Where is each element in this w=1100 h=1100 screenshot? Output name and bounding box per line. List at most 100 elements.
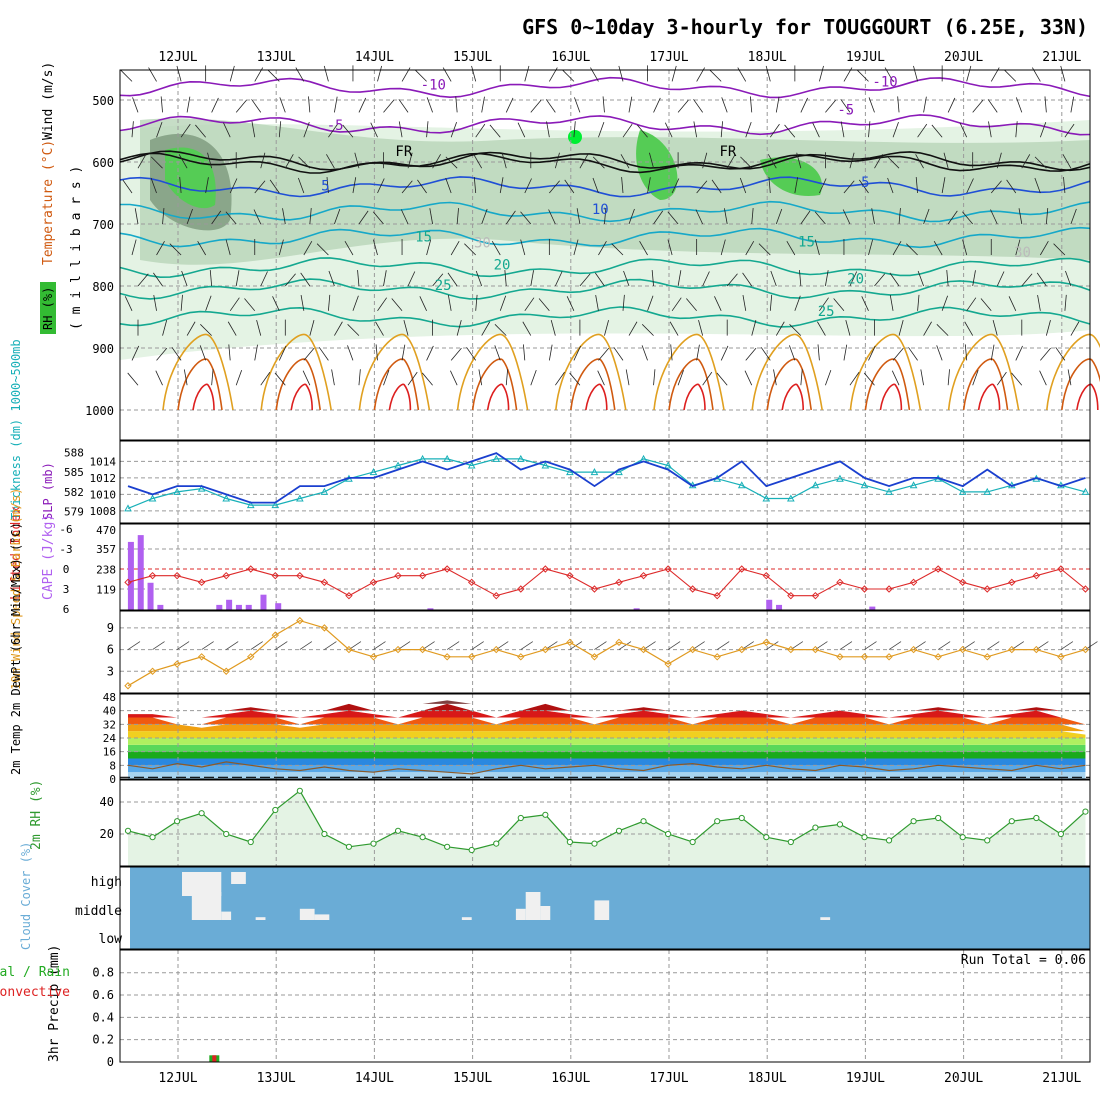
wind-barb — [767, 154, 777, 169]
wind10m-point — [738, 645, 746, 654]
wind-barb — [966, 178, 974, 194]
wind-barb — [1034, 177, 1041, 194]
wind-barb — [579, 154, 589, 169]
isotherm-label: -5 — [837, 102, 854, 118]
wind-barb — [889, 272, 900, 287]
wind-barb — [505, 210, 516, 225]
wind-barb — [1070, 208, 1077, 225]
thickness-point — [615, 468, 623, 476]
wind-barb — [849, 371, 860, 386]
wind-barb — [357, 270, 360, 287]
wind-barb — [1039, 122, 1047, 138]
wind-barb — [499, 177, 504, 194]
wind10m-barb — [373, 641, 386, 650]
pressure-tick: 900 — [92, 342, 114, 356]
ylabel-slp: SLP (mb) — [41, 462, 55, 520]
wind-barb — [186, 321, 196, 336]
wind-barb — [889, 294, 894, 311]
rh2m-tick: 40 — [100, 795, 114, 809]
pressure-tick: 700 — [92, 218, 114, 232]
wind-barb — [923, 208, 930, 225]
wind10m-barb — [716, 641, 730, 650]
wind-barb — [156, 240, 165, 256]
wind-barb — [669, 321, 679, 336]
wind-barb — [377, 65, 383, 82]
temp-color-band — [128, 744, 1086, 752]
wind-barb — [176, 65, 182, 82]
wind-barb — [698, 320, 704, 336]
isotherm-line — [766, 358, 812, 411]
wind-barb — [972, 99, 984, 113]
ylabel-lifted-index: Lifted Index — [9, 506, 24, 600]
wind-barb — [861, 296, 869, 311]
lifted-index-point — [811, 591, 820, 600]
wind-barb — [524, 178, 532, 194]
wind10m-point — [296, 616, 304, 625]
wind-barb — [432, 273, 444, 287]
wind-barb — [354, 152, 360, 169]
rh2m-point — [444, 843, 451, 850]
lifted-index-point — [173, 571, 181, 580]
wind-barb — [450, 347, 462, 361]
wind-barb — [724, 208, 728, 225]
wind-barb — [641, 324, 654, 336]
pressure-tick: 500 — [92, 94, 114, 108]
lifted-index-point — [320, 578, 329, 587]
wind-barb — [494, 324, 507, 336]
wind10m-point — [983, 653, 991, 661]
wind-barb — [403, 320, 409, 336]
wind-barb — [445, 177, 452, 194]
wind-barb — [1040, 240, 1049, 256]
lifted-index-point — [443, 565, 451, 573]
thickness-tick: 585 — [64, 466, 84, 479]
wind-barb — [966, 65, 972, 82]
wind-barb — [260, 152, 266, 169]
rh2m-point — [665, 830, 672, 838]
wind10m-barb — [275, 641, 288, 650]
li-tick: -6 — [59, 523, 72, 536]
lifted-index-point — [590, 585, 599, 593]
lifted-index-point — [492, 591, 500, 600]
wind10m-barb — [520, 641, 534, 650]
rh2m-point — [272, 806, 279, 814]
wind-barb — [471, 65, 477, 82]
cloud-middle-block — [525, 892, 541, 920]
top-day-label: 21JUL — [1042, 50, 1081, 65]
thickness-point — [443, 454, 451, 462]
wind-barb — [996, 271, 1005, 287]
wind-barb — [833, 298, 845, 312]
wind10m-point — [394, 645, 402, 654]
wind-barb — [530, 270, 534, 287]
thickness-point — [909, 481, 918, 489]
rh-shading-green — [636, 130, 678, 200]
thickness-point — [860, 481, 869, 489]
isotherm-line — [653, 333, 725, 411]
isotherm-line — [1061, 358, 1100, 411]
top-day-label: 15JUL — [453, 50, 492, 65]
lifted-index-point — [566, 571, 574, 580]
wind-barb — [789, 345, 796, 361]
wind10m-point — [958, 645, 967, 654]
wind-barb — [309, 208, 312, 225]
wind-barb — [825, 270, 829, 287]
wind-barb — [1065, 270, 1072, 287]
thickness-point — [271, 501, 280, 509]
wind-barb — [990, 180, 1002, 194]
wind-barb — [906, 243, 918, 256]
wind-barb — [278, 121, 282, 138]
wind-barb — [127, 372, 139, 386]
lifted-index-point — [271, 571, 280, 580]
wind-barb — [419, 296, 427, 311]
temp-color-band — [128, 717, 1086, 725]
ylabel-temp2m: 2m Temp 2m DewPt (6hr Min/Max) (°C) — [9, 522, 23, 775]
thickness-point — [516, 454, 525, 462]
rh2m-point — [394, 827, 402, 834]
bottom-day-label: 14JUL — [355, 1071, 394, 1086]
wind10m-barb — [667, 641, 681, 650]
wind-barb — [920, 369, 924, 386]
temp-color-band — [128, 731, 1086, 738]
bottom-day-label: 20JUL — [944, 1071, 983, 1086]
wind-barb — [400, 209, 409, 225]
rh2m-point — [591, 840, 598, 847]
wind-barb — [936, 324, 949, 336]
